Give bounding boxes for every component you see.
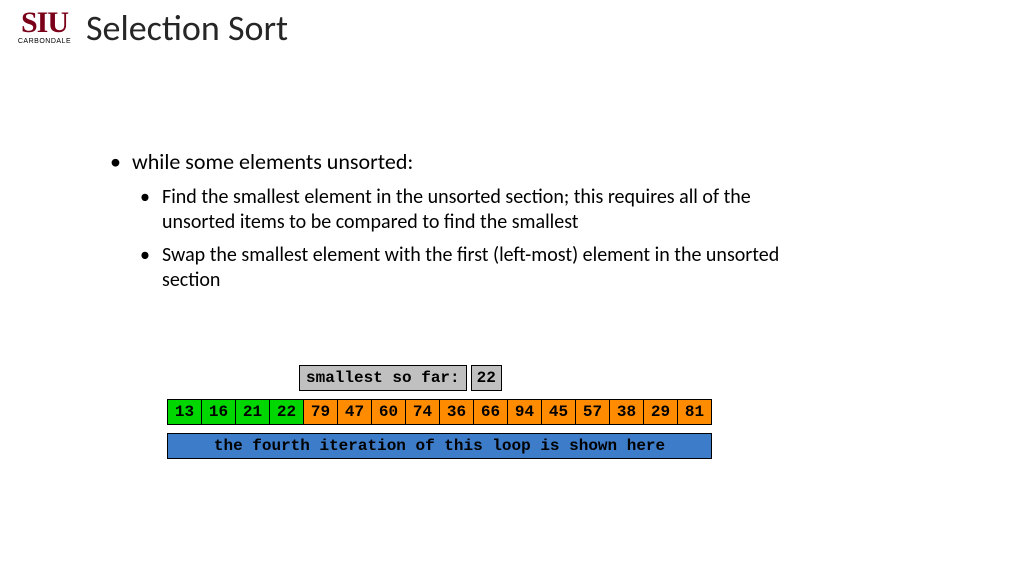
array-cell: 38: [609, 399, 644, 425]
array-row: 13162122794760743666944557382981: [167, 399, 711, 425]
array-cell: 47: [337, 399, 372, 425]
array-cell: 60: [371, 399, 406, 425]
logo: SIU CARBONDALE: [12, 10, 77, 45]
content-body: while some elements unsorted: Find the s…: [110, 148, 890, 301]
array-cell: 79: [303, 399, 338, 425]
array-cell: 45: [541, 399, 576, 425]
array-cell: 22: [269, 399, 304, 425]
array-cell: 66: [473, 399, 508, 425]
smallest-label: smallest so far:: [299, 365, 467, 391]
array-cell: 29: [643, 399, 678, 425]
array-cell: 74: [405, 399, 440, 425]
bullet-level1: while some elements unsorted:: [110, 148, 890, 175]
logo-main: SIU: [12, 10, 77, 36]
array-cell: 36: [439, 399, 474, 425]
array-cell: 21: [235, 399, 270, 425]
array-cell: 81: [677, 399, 712, 425]
array-cell: 94: [507, 399, 542, 425]
smallest-so-far-box: smallest so far: 22: [299, 365, 502, 391]
iteration-caption: the fourth iteration of this loop is sho…: [167, 433, 712, 459]
page-title: Selection Sort: [86, 6, 288, 50]
bullet-level2: Swap the smallest element with the first…: [140, 243, 780, 293]
logo-sub: CARBONDALE: [12, 38, 77, 45]
array-cell: 57: [575, 399, 610, 425]
array-cell: 13: [167, 399, 202, 425]
array-cell: 16: [201, 399, 236, 425]
smallest-value: 22: [471, 365, 502, 391]
bullet-level2: Find the smallest element in the unsorte…: [140, 185, 780, 235]
